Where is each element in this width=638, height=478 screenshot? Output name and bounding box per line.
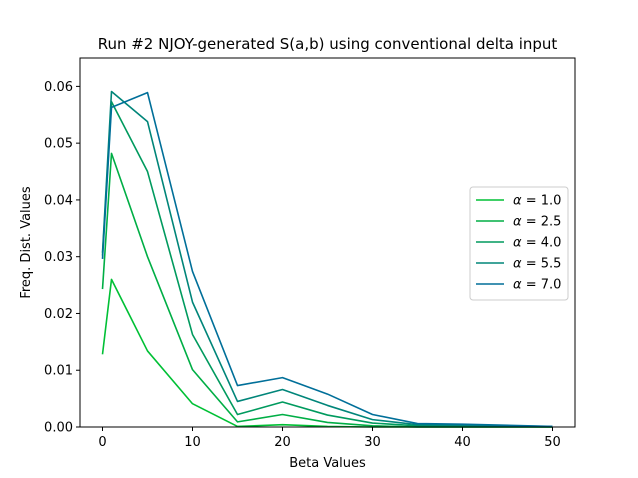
y-tick-label: 0.04 <box>44 193 73 208</box>
legend-label-3: α = 4.0 <box>513 236 561 251</box>
legend-box <box>469 186 569 301</box>
y-tick-label: 0.03 <box>44 250 73 265</box>
x-tick-label: 20 <box>274 435 291 450</box>
y-tick-label: 0.02 <box>44 307 73 322</box>
x-tick-label: 50 <box>544 435 561 450</box>
x-tick-label: 40 <box>454 435 471 450</box>
legend-label-1: α = 1.0 <box>513 194 561 209</box>
series-line-4 <box>101 90 553 428</box>
x-tick-label: 10 <box>184 435 201 450</box>
y-tick-label: 0.00 <box>44 421 73 436</box>
series-line-3 <box>101 100 553 428</box>
plot-frame <box>79 57 576 428</box>
y-tick-label: 0.01 <box>44 364 73 379</box>
series-line-5 <box>101 91 553 428</box>
axes: 0 10 20 30 40 50 0.00 0.01 0.02 0.03 0.04 0.05 0.06 <box>44 57 576 450</box>
legend-label-2: α = 2.5 <box>513 215 561 230</box>
y-tick-label: 0.06 <box>44 80 73 95</box>
chart-title: Run #2 NJOY-generated S(a,b) using conve… <box>98 35 558 53</box>
y-axis-label: Freq. Dist. Values <box>19 186 34 299</box>
x-tick-label: 30 <box>364 435 381 450</box>
x-tick-label: 0 <box>98 435 106 450</box>
legend-label-4: α = 5.5 <box>513 257 561 272</box>
legend-label-5: α = 7.0 <box>513 278 561 293</box>
y-tick-label: 0.05 <box>44 137 73 152</box>
x-axis-label: Beta Values <box>289 456 366 471</box>
legend: α = 1.0 α = 2.5 α = 4.0 α = 5.5 α = 7.0 <box>469 186 569 301</box>
